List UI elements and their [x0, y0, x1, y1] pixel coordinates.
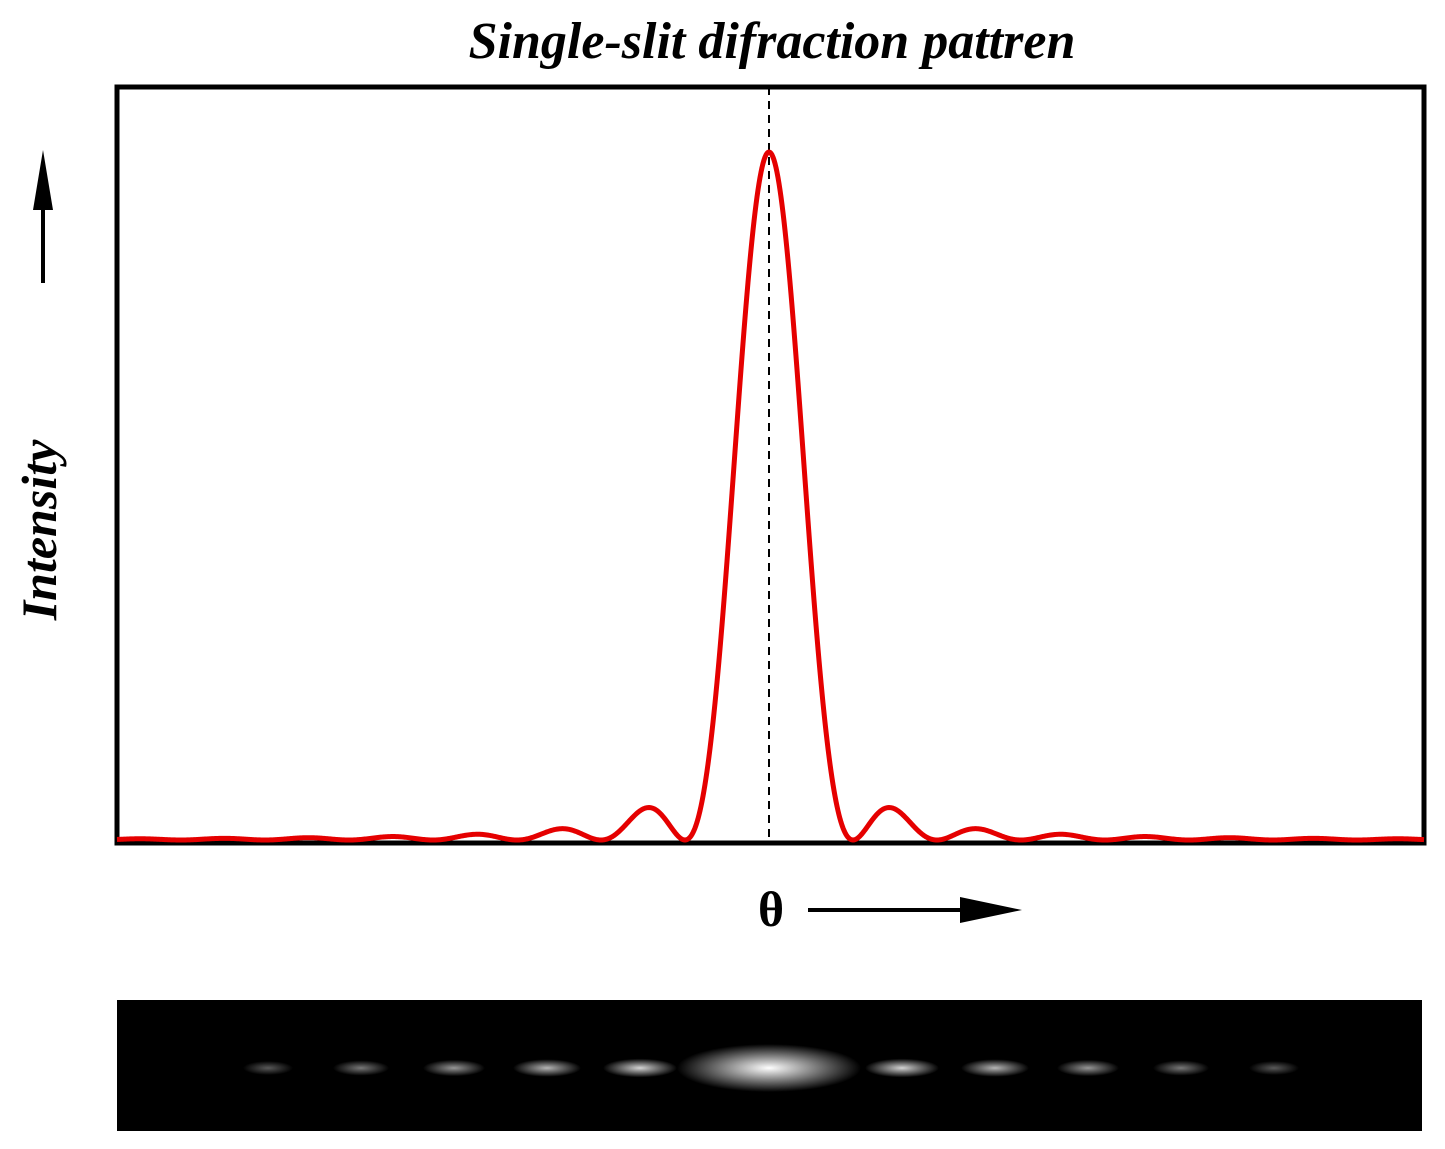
spot [961, 1059, 1029, 1077]
spot [1153, 1060, 1209, 1076]
intensity-curve [115, 149, 1426, 843]
spot [333, 1060, 389, 1076]
plot-frame [114, 84, 1427, 846]
y-arrow [33, 150, 53, 283]
spot [677, 1044, 861, 1092]
y-label: Intensity [11, 439, 67, 621]
spot [865, 1058, 939, 1078]
x-arrow [808, 897, 1022, 923]
x-label: θ [758, 881, 784, 937]
spot [513, 1059, 581, 1077]
spot [423, 1059, 485, 1077]
spot [243, 1061, 293, 1075]
pattern-spots [243, 1044, 1299, 1092]
spot [603, 1058, 677, 1078]
spot [1057, 1059, 1119, 1077]
title: Single-slit difraction pattren [469, 13, 1076, 70]
spot [1249, 1061, 1299, 1075]
